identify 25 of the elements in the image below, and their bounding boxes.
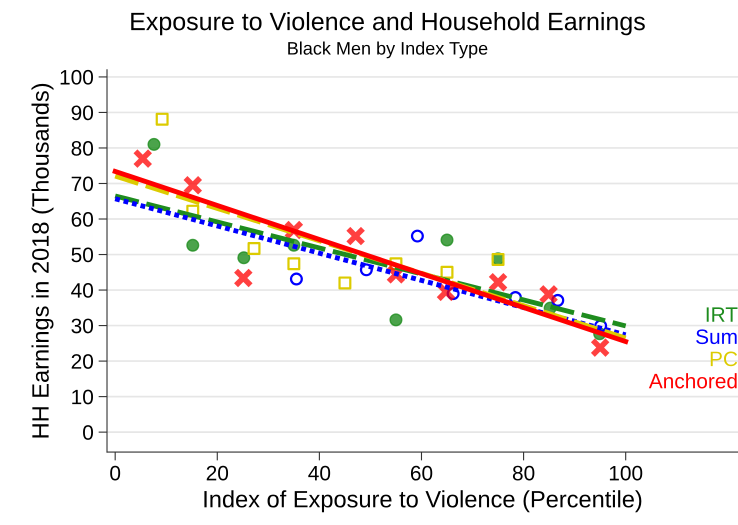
x-tick-label: 100: [610, 466, 642, 481]
y-tick-label: 60: [72, 212, 94, 227]
x-tick-label: 40: [308, 466, 330, 481]
text: IRT: [706, 307, 738, 322]
y-tick-label: 0: [83, 425, 93, 440]
y-tick-label: 40: [71, 283, 94, 298]
series-label: Anchored: [648, 373, 737, 388]
y-tick-label: 80: [72, 140, 94, 156]
y-tick-label: 50: [71, 248, 94, 262]
y-axis-title: HH Earnings in 2018 (Thousands): [31, 84, 54, 438]
x-tick-label: 60: [410, 466, 432, 481]
chart-title: Exposure to Violence and Household Earnings: [131, 12, 645, 36]
text: PC: [710, 352, 738, 366]
y-tick-label: 100: [60, 70, 94, 85]
x-tick-label: 20: [206, 466, 228, 481]
x-tick-label: 80: [512, 466, 534, 481]
y-tick-label: 30: [71, 318, 94, 334]
y-tick-label: 70: [72, 176, 94, 192]
x-axis-title: Index of Exposure to Violence (Percentile): [204, 490, 642, 512]
text: Sum: [696, 329, 737, 344]
y-tick-label: 10: [72, 390, 94, 404]
chart-subtitle: Black Men by Index Type: [288, 41, 488, 58]
y-tick-label: 20: [72, 354, 94, 369]
x-tick-label: 0: [110, 466, 120, 481]
y-tick-label: 90: [72, 105, 94, 120]
